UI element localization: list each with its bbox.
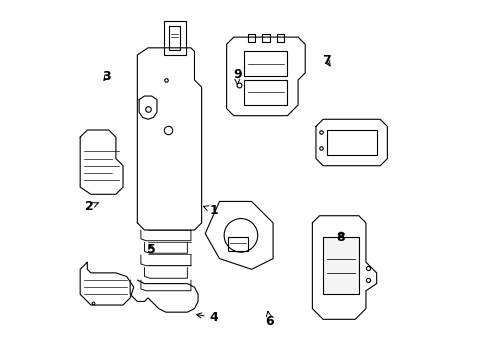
Text: 1: 1	[203, 204, 218, 217]
Text: 5: 5	[147, 243, 156, 256]
Bar	[164, 21, 185, 55]
Bar	[262, 33, 269, 42]
Bar	[169, 26, 180, 50]
Text: 8: 8	[336, 231, 345, 244]
Bar	[228, 237, 247, 251]
Text: 9: 9	[233, 68, 241, 84]
Text: 7: 7	[322, 54, 330, 67]
Text: 4: 4	[196, 311, 218, 324]
Text: 6: 6	[264, 311, 273, 328]
Bar	[244, 80, 287, 105]
Bar	[323, 237, 358, 294]
Text: 3: 3	[102, 70, 111, 83]
Bar	[276, 33, 283, 42]
Bar	[326, 130, 376, 155]
Bar	[244, 51, 287, 76]
Text: 2: 2	[84, 200, 99, 213]
Bar	[247, 33, 255, 42]
